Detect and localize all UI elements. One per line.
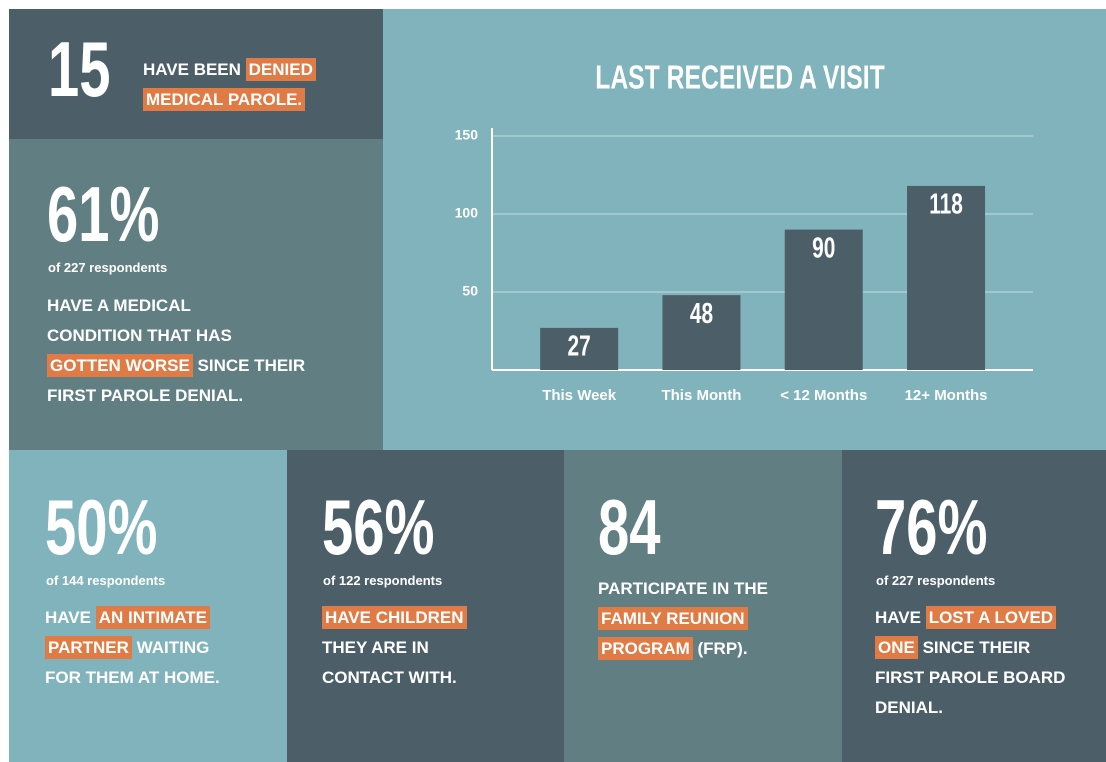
highlight-text: LOST A LOVED — [925, 606, 1057, 629]
x-tick-label: This Month — [661, 387, 741, 404]
highlight-text: GOTTEN WORSE — [47, 354, 193, 377]
stat-text: THEY ARE IN — [322, 638, 429, 657]
stat-line: THEY ARE IN — [322, 633, 429, 663]
highlight-text: PROGRAM — [598, 637, 693, 660]
highlight-text: AN INTIMATE — [95, 606, 210, 629]
stat-text: HAVE BEEN — [143, 60, 246, 79]
stat-panel: 56% of 122 respondents HAVE CHILDREN THEY A… — [287, 450, 564, 762]
stat-line: HAVE A MEDICAL — [47, 291, 191, 321]
y-tick-label: 50 — [462, 283, 478, 299]
stat-text: PARTICIPATE IN THE — [598, 579, 768, 598]
stat-panel: 61% of 227 respondents HAVE A MEDICAL CONDI… — [9, 139, 383, 450]
stat-note: of 144 respondents — [46, 573, 166, 588]
stat-line: CONTACT WITH. — [322, 663, 457, 693]
stat-text: SINCE THEIR — [917, 638, 1031, 657]
chart-title: LAST RECEIVED A VISIT — [595, 60, 885, 96]
stat-note: of 227 respondents — [876, 573, 996, 588]
stat-text: SINCE THEIR — [192, 356, 306, 375]
stat-text: WAITING — [131, 638, 210, 657]
stat-text: CONDITION THAT HAS — [47, 326, 232, 345]
stat-text: FIRST PAROLE BOARD — [875, 668, 1066, 687]
highlight-text: MEDICAL PAROLE. — [143, 88, 306, 111]
value-label: 90 — [812, 232, 835, 264]
stat-text: HAVE A MEDICAL — [47, 296, 191, 315]
stat-number: 50% — [45, 483, 158, 571]
highlight-text: PARTNER — [45, 636, 132, 659]
stat-line: HAVE CHILDREN — [322, 603, 467, 633]
bar — [784, 229, 863, 370]
stat-text: (FRP). — [692, 639, 748, 658]
x-tick-label: This Week — [542, 387, 617, 404]
stat-number: 61% — [47, 170, 160, 258]
stat-line: HAVE LOST A LOVED — [875, 603, 1057, 633]
stat-line: HAVE AN INTIMATE — [45, 603, 210, 633]
stat-line: PARTNER WAITING — [45, 633, 209, 663]
stat-panel: 15 HAVE BEEN DENIED MEDICAL PAROLE. — [9, 9, 383, 139]
bar — [540, 327, 619, 370]
y-tick-label: 100 — [455, 205, 479, 221]
stat-panel: 50% of 144 respondents HAVE AN INTIMATE PAR… — [9, 450, 287, 762]
stat-line: PARTICIPATE IN THE — [598, 574, 768, 604]
highlight-text: DENIED — [245, 58, 316, 81]
value-label: 27 — [568, 330, 591, 362]
stat-line: PROGRAM (FRP). — [598, 634, 748, 664]
stat-line: DENIAL. — [875, 693, 943, 723]
stat-line: CONDITION THAT HAS — [47, 321, 232, 351]
stat-text: DENIAL. — [875, 698, 943, 717]
stat-line: FOR THEM AT HOME. — [45, 663, 220, 693]
bar — [662, 295, 741, 370]
value-label: 118 — [929, 188, 963, 220]
stat-text: FIRST PAROLE DENIAL. — [47, 386, 244, 405]
value-label: 48 — [690, 298, 713, 330]
stat-note: of 122 respondents — [323, 573, 443, 588]
stat-text: HAVE — [45, 608, 96, 627]
stat-number: 76% — [875, 483, 988, 571]
x-tick-label: 12+ Months — [905, 387, 988, 404]
chart-panel — [383, 9, 1106, 450]
stat-number: 15 — [48, 25, 111, 113]
highlight-text: FAMILY REUNION — [598, 607, 748, 630]
stat-line: HAVE BEEN DENIED — [143, 55, 316, 85]
stat-line: FAMILY REUNION — [598, 604, 748, 634]
stat-line: ONE SINCE THEIR — [875, 633, 1030, 663]
stat-line: FIRST PAROLE DENIAL. — [47, 381, 243, 411]
stat-panel: 84 PARTICIPATE IN THE FAMILY REUNION PROGRA… — [564, 450, 842, 762]
stat-panel: 76% of 227 respondents HAVE LOST A LOVED ON… — [842, 450, 1106, 762]
stat-line: FIRST PAROLE BOARD — [875, 663, 1065, 693]
stat-line: GOTTEN WORSE SINCE THEIR — [47, 351, 305, 381]
x-tick-label: < 12 Months — [780, 387, 867, 404]
bar — [907, 185, 986, 370]
stat-text: CONTACT WITH. — [322, 668, 457, 687]
stat-text: HAVE — [875, 608, 926, 627]
stat-number: 84 — [598, 483, 661, 571]
highlight-text: HAVE CHILDREN — [322, 606, 467, 629]
y-tick-label: 150 — [455, 127, 479, 143]
stat-number: 56% — [322, 483, 435, 571]
highlight-text: ONE — [875, 636, 918, 659]
stat-text: FOR THEM AT HOME. — [45, 668, 220, 687]
stat-note: of 227 respondents — [48, 260, 168, 275]
stat-line: MEDICAL PAROLE. — [143, 85, 306, 115]
